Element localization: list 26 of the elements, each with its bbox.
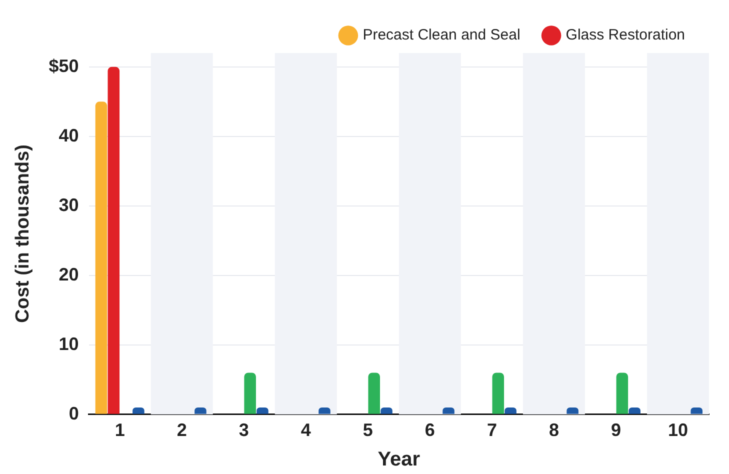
x-tick-label: 10 bbox=[668, 420, 688, 440]
x-tick-label: 2 bbox=[176, 420, 187, 440]
x-tick-label: 9 bbox=[610, 420, 621, 440]
x-axis-title: Year bbox=[378, 448, 420, 471]
y-tick-label: $50 bbox=[48, 56, 79, 76]
y-tick-label: 20 bbox=[58, 264, 79, 284]
x-tick-label: 5 bbox=[362, 420, 373, 440]
bar bbox=[95, 102, 108, 414]
bar bbox=[108, 66, 120, 414]
x-tick-label: 3 bbox=[238, 420, 249, 440]
bar bbox=[368, 372, 380, 414]
y-tick-label: 40 bbox=[58, 125, 79, 146]
legend-label: Glass Restoration bbox=[566, 26, 685, 44]
y-tick-label: 30 bbox=[58, 194, 79, 215]
bar bbox=[616, 372, 628, 414]
x-tick-label: 4 bbox=[300, 420, 311, 440]
x-tick-label: 1 bbox=[114, 420, 125, 440]
bar bbox=[492, 372, 504, 414]
x-tick-label: 7 bbox=[486, 420, 497, 440]
y-axis-title: Cost (in thousands) bbox=[12, 144, 34, 323]
x-tick-label: 6 bbox=[424, 420, 435, 440]
bar bbox=[244, 372, 256, 414]
y-tick-label: 10 bbox=[58, 334, 79, 354]
y-tick-label: 0 bbox=[68, 403, 79, 424]
x-tick-label: 8 bbox=[548, 420, 559, 440]
legend-label: Precast Clean and Seal bbox=[362, 26, 520, 44]
